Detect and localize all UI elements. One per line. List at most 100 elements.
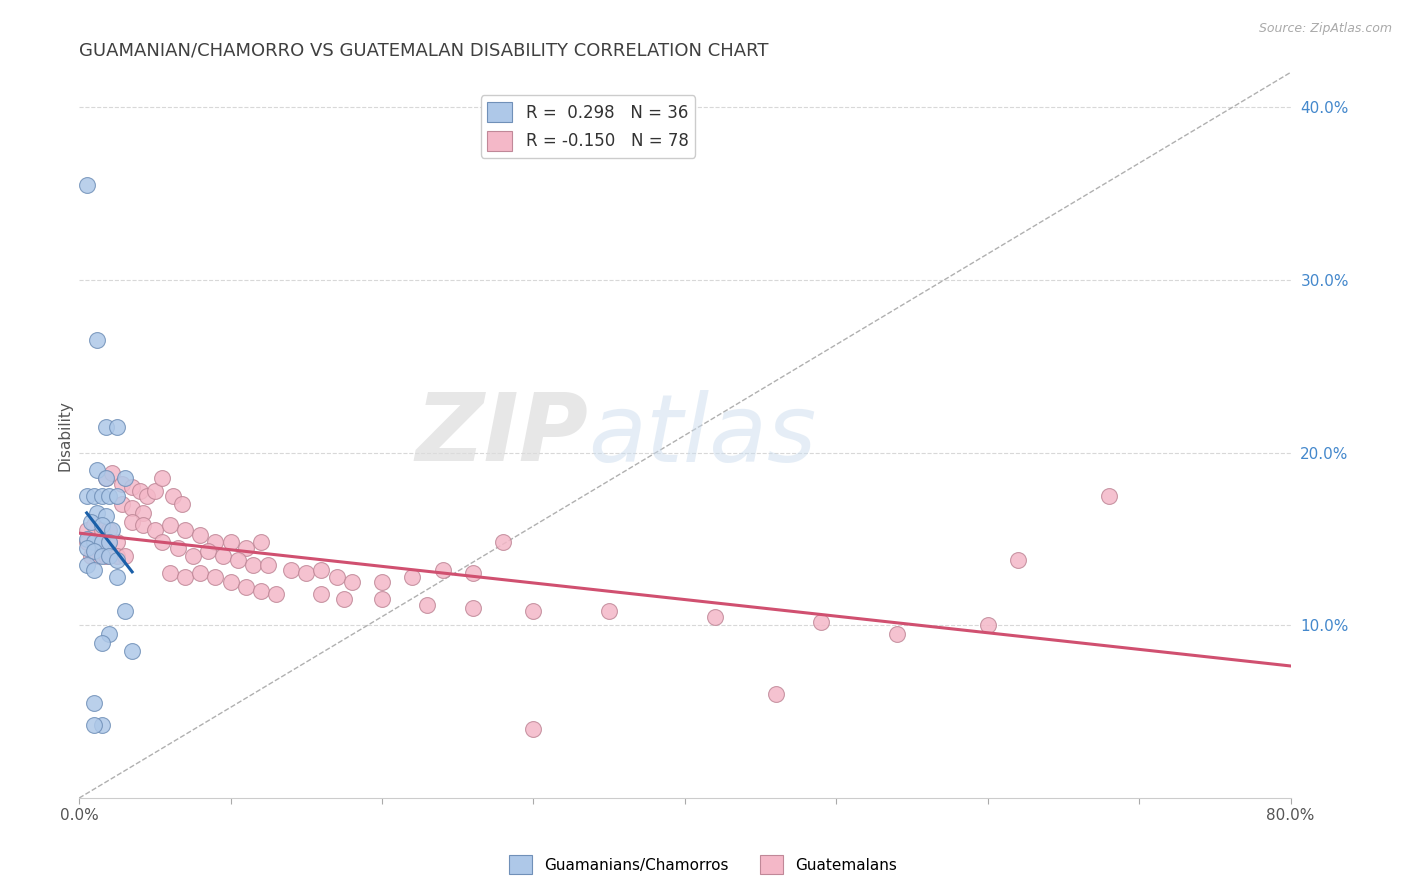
Point <box>162 489 184 503</box>
Point <box>80 515 103 529</box>
Point <box>1007 552 1029 566</box>
Point <box>204 535 226 549</box>
Point <box>98 535 121 549</box>
Point <box>461 566 484 581</box>
Point <box>181 549 204 564</box>
Point <box>105 489 128 503</box>
Point <box>90 535 112 549</box>
Point <box>280 563 302 577</box>
Point <box>159 518 181 533</box>
Point <box>98 627 121 641</box>
Point <box>101 467 124 481</box>
Point <box>98 549 121 564</box>
Point <box>264 587 287 601</box>
Point <box>76 558 98 572</box>
Point <box>295 566 318 581</box>
Point <box>105 552 128 566</box>
Point <box>977 618 1000 632</box>
Point <box>432 563 454 577</box>
Point <box>219 535 242 549</box>
Point <box>143 523 166 537</box>
Legend: R =  0.298   N = 36, R = -0.150   N = 78: R = 0.298 N = 36, R = -0.150 N = 78 <box>481 95 695 158</box>
Text: atlas: atlas <box>588 390 817 481</box>
Point <box>83 696 105 710</box>
Point <box>121 515 143 529</box>
Point <box>522 605 544 619</box>
Point <box>86 549 108 564</box>
Point <box>371 592 394 607</box>
Point <box>121 500 143 515</box>
Point <box>90 523 112 537</box>
Point <box>810 615 832 629</box>
Point <box>83 535 105 549</box>
Point <box>166 541 188 555</box>
Point <box>235 580 257 594</box>
Point <box>174 570 197 584</box>
Point <box>105 419 128 434</box>
Point <box>598 605 620 619</box>
Point <box>110 497 132 511</box>
Point <box>250 583 273 598</box>
Point <box>197 544 219 558</box>
Point <box>83 563 105 577</box>
Point <box>143 483 166 498</box>
Point <box>96 471 118 485</box>
Point <box>76 532 98 546</box>
Point <box>219 575 242 590</box>
Text: Source: ZipAtlas.com: Source: ZipAtlas.com <box>1258 22 1392 36</box>
Point <box>96 419 118 434</box>
Point <box>886 627 908 641</box>
Point <box>105 535 128 549</box>
Point <box>90 489 112 503</box>
Point <box>83 535 105 549</box>
Point <box>325 570 347 584</box>
Point <box>76 178 98 192</box>
Point <box>136 489 159 503</box>
Point <box>461 601 484 615</box>
Point <box>242 558 264 572</box>
Legend: Guamanians/Chamorros, Guatemalans: Guamanians/Chamorros, Guatemalans <box>503 849 903 880</box>
Point <box>174 523 197 537</box>
Point <box>90 518 112 533</box>
Point <box>83 518 105 533</box>
Point <box>311 563 333 577</box>
Point <box>110 476 132 491</box>
Point <box>98 535 121 549</box>
Point <box>105 549 128 564</box>
Point <box>80 549 103 564</box>
Point <box>765 687 787 701</box>
Point <box>105 570 128 584</box>
Point <box>132 506 155 520</box>
Point <box>401 570 423 584</box>
Point <box>704 609 727 624</box>
Point <box>121 480 143 494</box>
Point <box>90 535 112 549</box>
Point <box>86 333 108 347</box>
Point <box>96 471 118 485</box>
Point <box>128 483 150 498</box>
Point <box>188 528 211 542</box>
Point <box>333 592 356 607</box>
Point <box>76 535 98 549</box>
Point <box>96 509 118 524</box>
Point <box>90 718 112 732</box>
Point <box>159 566 181 581</box>
Point <box>172 497 194 511</box>
Point <box>114 605 136 619</box>
Point <box>101 523 124 537</box>
Point <box>90 635 112 649</box>
Point <box>522 722 544 736</box>
Point <box>114 549 136 564</box>
Point <box>86 463 108 477</box>
Point <box>98 489 121 503</box>
Point <box>250 535 273 549</box>
Point <box>257 558 280 572</box>
Point <box>188 566 211 581</box>
Point <box>204 570 226 584</box>
Point <box>1098 489 1121 503</box>
Point <box>152 535 174 549</box>
Point <box>152 471 174 485</box>
Y-axis label: Disability: Disability <box>58 400 72 471</box>
Point <box>83 489 105 503</box>
Point <box>492 535 515 549</box>
